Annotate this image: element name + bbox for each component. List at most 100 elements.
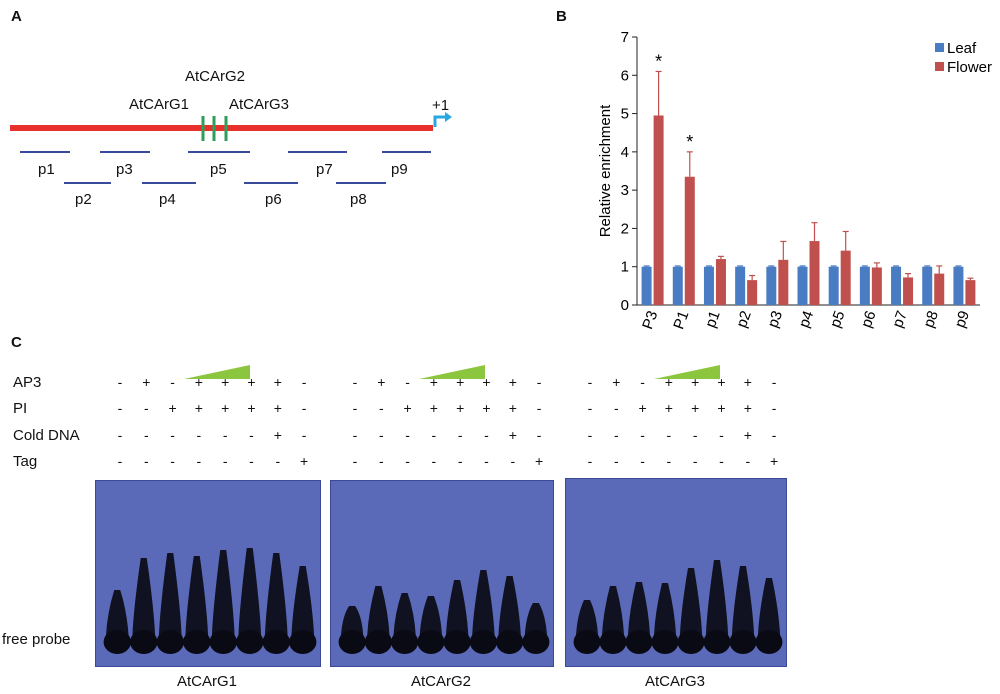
condition-sign: + xyxy=(508,427,517,443)
condition-sign: - xyxy=(484,427,489,443)
x-tick-label: p9 xyxy=(951,309,973,330)
condition-sign: + xyxy=(247,374,256,390)
gel-band-shift xyxy=(158,553,182,648)
condition-sign: + xyxy=(273,400,282,416)
condition-sign: - xyxy=(117,374,123,390)
x-tick-label: p2 xyxy=(733,309,755,330)
bar-leaf-p9 xyxy=(953,266,964,305)
probe-label-p1: p1 xyxy=(38,161,55,178)
bar-leaf-p3 xyxy=(766,266,777,305)
condition-sign: - xyxy=(640,453,645,469)
row-label-tag: Tag xyxy=(13,453,38,470)
condition-sign: - xyxy=(613,400,619,416)
condition-sign: - xyxy=(771,400,777,416)
x-tick-label: p7 xyxy=(889,309,911,330)
bar-leaf-p5 xyxy=(828,266,839,305)
bar-flower-p9 xyxy=(965,280,976,305)
free-probe-band xyxy=(496,630,524,654)
gel-band-shift xyxy=(238,548,262,648)
condition-sign: - xyxy=(143,453,149,469)
concentration-wedge-icon xyxy=(183,365,250,379)
row-label-ap3: AP3 xyxy=(13,374,42,391)
significance-mark: * xyxy=(686,132,693,152)
gel-atcarg2 xyxy=(330,480,554,667)
free-probe-band xyxy=(209,630,237,654)
condition-sign: - xyxy=(431,453,437,469)
condition-sign: - xyxy=(352,453,358,469)
panel-label-b: B xyxy=(556,8,567,25)
free-probe-band xyxy=(651,630,679,654)
probe-label-p7: p7 xyxy=(316,161,333,178)
free-probe-band xyxy=(625,630,653,654)
condition-sign: - xyxy=(613,453,619,469)
legend-swatch-leaf xyxy=(935,43,944,52)
free-probe-band xyxy=(364,630,392,654)
condition-sign: + xyxy=(743,427,752,443)
free-probe-band xyxy=(338,630,366,654)
gel-band-shift xyxy=(291,566,315,648)
condition-sign: - xyxy=(587,453,593,469)
bar-flower-ap1 xyxy=(684,176,695,305)
gel-title-atcarg2: AtCArG2 xyxy=(410,673,471,690)
site-label-atcarg3: AtCArG3 xyxy=(229,96,290,113)
condition-sign: + xyxy=(717,400,726,416)
condition-sign: - xyxy=(143,427,149,443)
condition-sign: + xyxy=(743,374,752,390)
condition-sign: - xyxy=(378,427,384,443)
condition-sign: - xyxy=(378,400,384,416)
condition-sign: + xyxy=(691,400,700,416)
condition-sign: + xyxy=(508,374,517,390)
panel-label-c: C xyxy=(11,334,22,351)
condition-sign: - xyxy=(719,453,724,469)
condition-sign: + xyxy=(508,400,517,416)
gel-atcarg1 xyxy=(95,480,321,667)
bar-flower-p1 xyxy=(715,259,726,305)
legend-swatch-flower xyxy=(935,62,944,71)
condition-sign: - xyxy=(405,453,410,469)
promoter-diagram-svg xyxy=(10,112,452,184)
panel-label-a: A xyxy=(11,8,22,25)
gel-title-atcarg1: AtCArG1 xyxy=(176,673,237,690)
bar-flower-p2 xyxy=(747,280,758,305)
free-probe-band xyxy=(289,630,317,654)
free-probe-band xyxy=(522,630,550,654)
row-label-cold-dna: Cold DNA xyxy=(13,427,80,444)
legend-label-flower: Flower xyxy=(947,59,992,76)
condition-sign: - xyxy=(613,427,619,443)
bar-leaf-p4 xyxy=(797,266,808,305)
condition-sign: - xyxy=(666,427,672,443)
gel-band-shift xyxy=(498,576,522,648)
gel-band-shift xyxy=(445,580,469,648)
condition-sign: - xyxy=(640,427,645,443)
gel-atcarg2-bands xyxy=(338,570,550,654)
y-tick-label: 3 xyxy=(621,182,629,199)
tss-arrowhead-icon xyxy=(445,112,452,122)
condition-sign: - xyxy=(719,427,724,443)
gel-atcarg3 xyxy=(565,478,787,667)
condition-sign: - xyxy=(484,453,489,469)
condition-sign: + xyxy=(743,400,752,416)
condition-sign: + xyxy=(168,400,177,416)
bar-flower-p6 xyxy=(871,267,882,305)
condition-sign: + xyxy=(456,374,465,390)
bar-flower-p7 xyxy=(903,277,914,305)
y-tick-label: 4 xyxy=(621,144,629,161)
tss-label: +1 xyxy=(432,97,450,114)
free-probe-band xyxy=(103,630,131,654)
free-probe-band xyxy=(703,630,731,654)
bar-leaf-ap1 xyxy=(672,266,683,305)
x-tick-label: AP1 xyxy=(667,309,693,330)
x-tick-label: p8 xyxy=(920,309,942,330)
condition-sign: + xyxy=(377,374,386,390)
condition-sign: + xyxy=(273,374,282,390)
enrichment-chart-svg: 0 1 2 3 4 5 6 7 Relative enrichment * AP3 * AP1 p1 p2 p… xyxy=(597,29,992,341)
tss-arrow-icon xyxy=(433,115,447,127)
gel-atcarg1-bands xyxy=(103,548,317,654)
condition-sign: + xyxy=(273,427,282,443)
condition-sign: + xyxy=(664,374,673,390)
site-label-atcarg2: AtCArG2 xyxy=(185,68,246,85)
y-tick-label: 1 xyxy=(621,259,629,276)
probe-label-p2: p2 xyxy=(75,191,92,208)
y-tick-label: 7 xyxy=(621,29,629,46)
probe-label-p8: p8 xyxy=(350,191,367,208)
